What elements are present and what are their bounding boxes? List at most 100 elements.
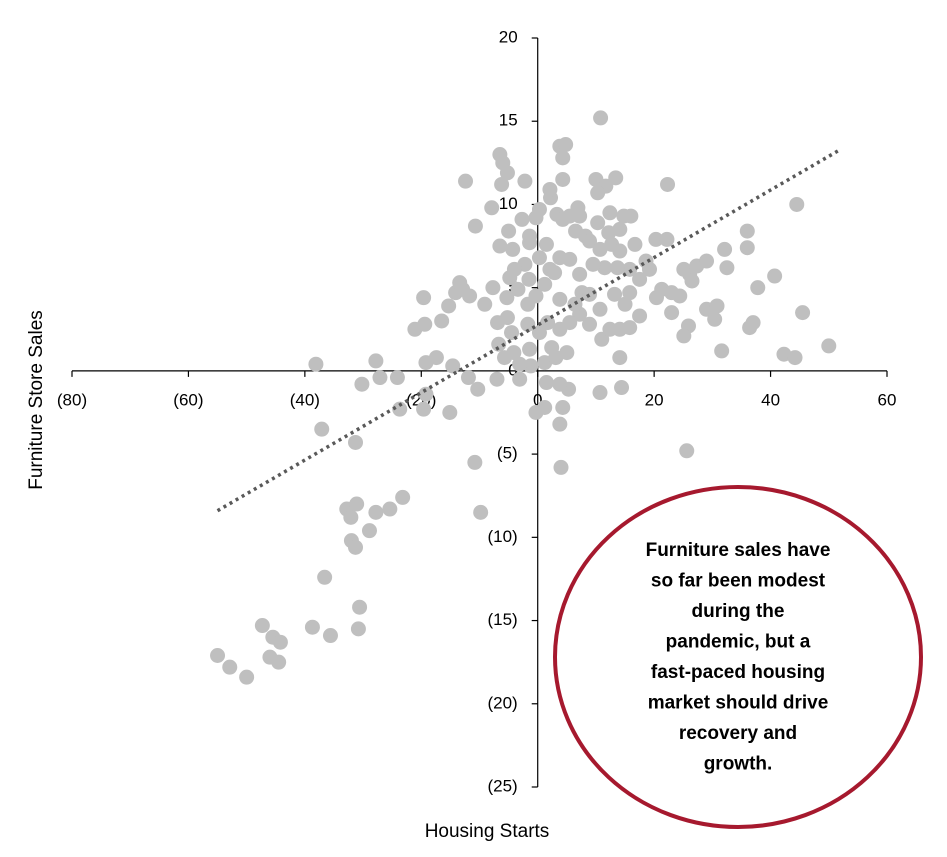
- point: [558, 137, 574, 153]
- point: [622, 261, 638, 277]
- point: [608, 170, 624, 186]
- point: [499, 165, 515, 181]
- point: [395, 489, 411, 505]
- point: [592, 385, 608, 401]
- point: [714, 343, 730, 359]
- annotation-text: market should drive: [648, 693, 829, 714]
- y-tick-label: (25): [487, 776, 517, 795]
- point: [501, 223, 517, 239]
- point: [304, 619, 320, 635]
- point: [739, 223, 755, 239]
- point: [418, 355, 434, 371]
- point: [531, 325, 547, 341]
- point: [699, 253, 715, 269]
- point: [389, 370, 405, 386]
- point: [614, 380, 630, 396]
- annotation-text: recovery and: [679, 723, 797, 744]
- point: [254, 618, 270, 634]
- point: [552, 416, 568, 432]
- annotation-text: growth.: [704, 754, 773, 775]
- point: [789, 196, 805, 212]
- point: [477, 296, 493, 312]
- point: [222, 659, 238, 675]
- point: [552, 291, 568, 307]
- point: [592, 301, 608, 317]
- point: [502, 270, 518, 286]
- point: [522, 228, 538, 244]
- point: [632, 308, 648, 324]
- point: [672, 288, 688, 304]
- point: [382, 501, 398, 517]
- point: [750, 280, 766, 296]
- point: [617, 296, 633, 312]
- point: [567, 296, 583, 312]
- trendline: [216, 148, 842, 513]
- point: [627, 236, 643, 252]
- point: [585, 256, 601, 272]
- x-tick-label: 20: [645, 390, 664, 409]
- point: [361, 523, 377, 539]
- point: [271, 654, 287, 670]
- point: [522, 341, 538, 357]
- point: [582, 286, 598, 302]
- point: [592, 241, 608, 257]
- point: [531, 250, 547, 266]
- point: [528, 288, 544, 304]
- point: [684, 273, 700, 289]
- point: [462, 288, 478, 304]
- point: [659, 231, 675, 247]
- point: [372, 370, 388, 386]
- point: [679, 443, 695, 459]
- point: [348, 434, 364, 450]
- point: [745, 315, 761, 331]
- point: [460, 370, 476, 386]
- point: [767, 268, 783, 284]
- point: [632, 271, 648, 287]
- point: [368, 504, 384, 520]
- point: [418, 386, 434, 402]
- annotation-text: Furniture sales have: [646, 540, 831, 561]
- point: [417, 316, 433, 332]
- point: [491, 336, 507, 352]
- point: [445, 358, 461, 374]
- point: [707, 311, 723, 327]
- point: [547, 265, 563, 281]
- point: [499, 290, 515, 306]
- point: [537, 400, 553, 416]
- point: [739, 240, 755, 256]
- point: [520, 316, 536, 332]
- point: [795, 305, 811, 321]
- point: [538, 236, 554, 252]
- x-tick-label: (40): [290, 390, 320, 409]
- point: [544, 340, 560, 356]
- point: [572, 208, 588, 224]
- point: [239, 669, 255, 685]
- point: [594, 331, 610, 347]
- point: [489, 371, 505, 387]
- point: [473, 504, 489, 520]
- point: [531, 201, 547, 217]
- point: [602, 205, 618, 221]
- point: [555, 400, 571, 416]
- point: [552, 376, 568, 392]
- point: [555, 171, 571, 187]
- point: [717, 241, 733, 257]
- point: [317, 569, 333, 585]
- point: [719, 260, 735, 276]
- point: [368, 353, 384, 369]
- point: [434, 313, 450, 329]
- point: [590, 185, 606, 201]
- point: [442, 405, 458, 420]
- point: [538, 375, 554, 391]
- point: [553, 459, 569, 475]
- point: [593, 110, 609, 126]
- point: [521, 271, 537, 287]
- point: [559, 345, 575, 361]
- annotation-text: fast-paced housing: [651, 662, 825, 683]
- point: [484, 200, 500, 216]
- x-tick-label: (80): [57, 390, 87, 409]
- y-tick-label: (15): [487, 610, 517, 629]
- y-axis-title: Furniture Store Sales: [26, 310, 47, 490]
- point: [349, 496, 365, 512]
